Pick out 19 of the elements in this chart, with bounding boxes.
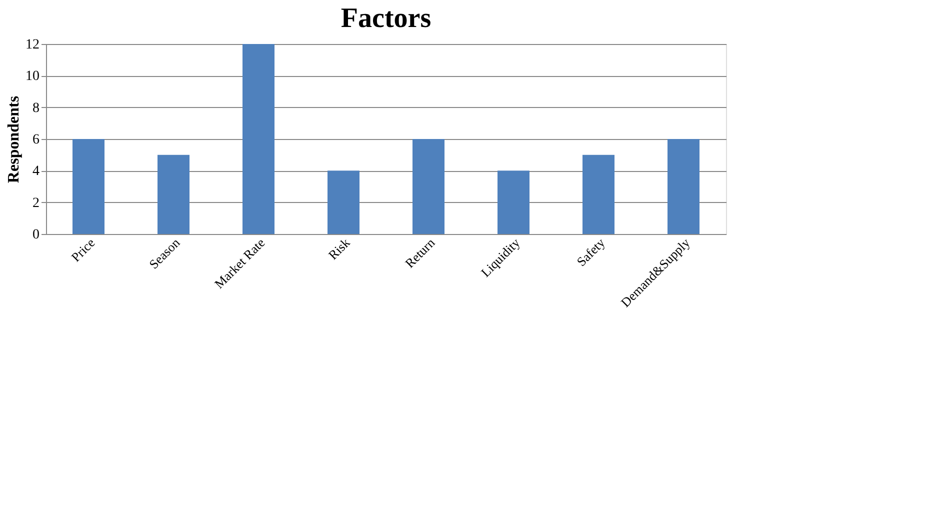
bar (158, 154, 190, 234)
y-tick-label: 12 (26, 38, 40, 52)
bar (328, 170, 360, 234)
chart-title: Factors (340, 3, 432, 34)
y-tick-label: 8 (32, 100, 40, 116)
bar (72, 139, 104, 234)
bar (242, 44, 274, 234)
x-tick-label: Price (68, 234, 98, 265)
bar (582, 154, 614, 234)
x-tick-label: Risk (325, 234, 354, 263)
y-tick-label: 10 (26, 69, 40, 84)
y-tick-label: 4 (32, 164, 40, 180)
y-tick-label: 6 (32, 132, 40, 148)
y-axis-title: Respondents (6, 96, 22, 184)
bar (668, 139, 700, 234)
bar (498, 170, 530, 234)
y-tick-label: 0 (32, 228, 40, 242)
y-tick-label: 2 (32, 196, 40, 211)
bar (412, 139, 444, 234)
